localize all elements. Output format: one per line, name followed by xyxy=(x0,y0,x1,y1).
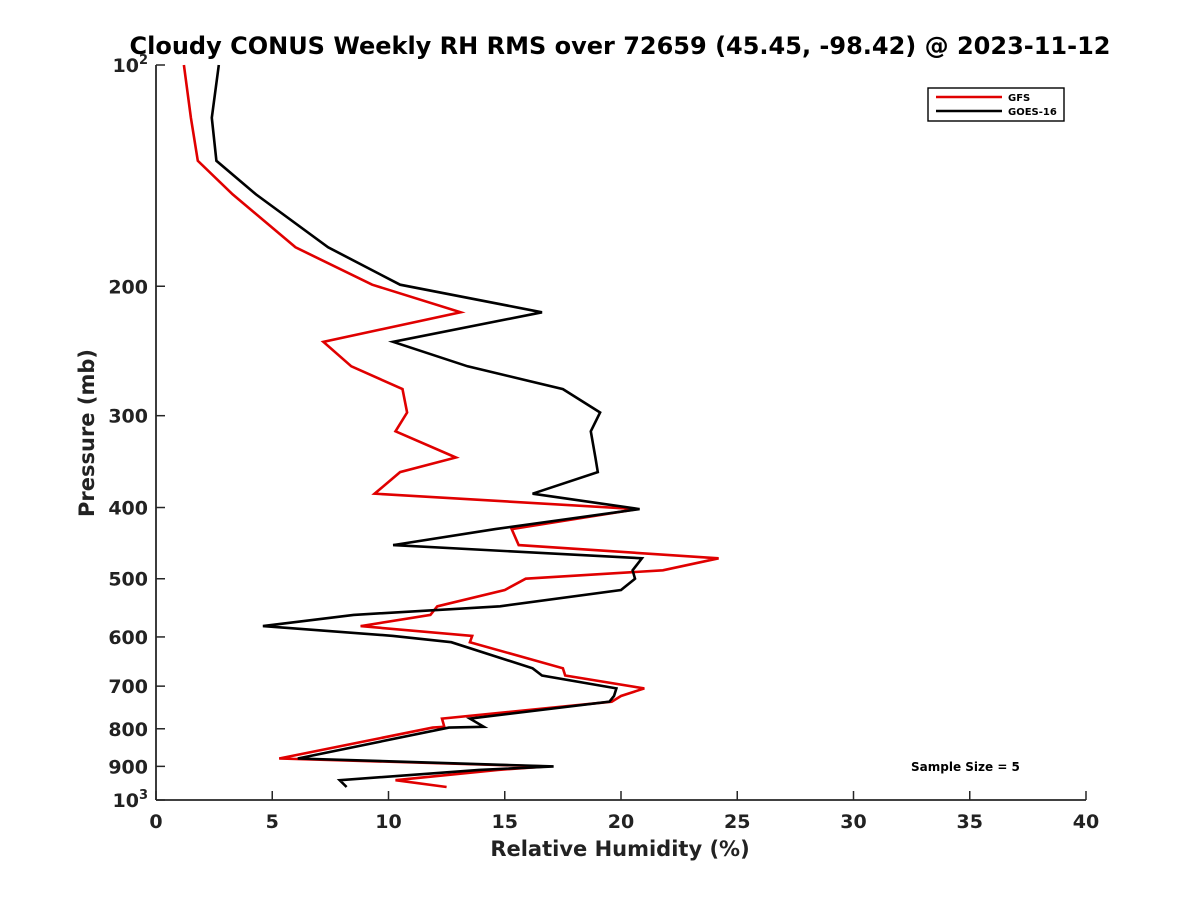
x-tick-label-0: 0 xyxy=(149,811,162,833)
y-tick-label-400: 400 xyxy=(108,498,148,520)
x-axis-label: Relative Humidity (%) xyxy=(490,837,749,861)
x-tick-label-25: 25 xyxy=(724,811,750,833)
legend-box xyxy=(927,87,1065,122)
legend: GFS GOES-16 xyxy=(927,87,1065,122)
y-axis-label: Pressure (mb) xyxy=(75,349,99,517)
series-line-gfs xyxy=(182,64,719,789)
plot-area: 0 5 10 15 20 25 30 35 40 102 200 300 400 500 600 700 80… xyxy=(108,53,1099,833)
x-tick-label-35: 35 xyxy=(957,811,983,833)
y-tick-label-100: 102 xyxy=(113,53,149,77)
chart-title: Cloudy CONUS Weekly RH RMS over 72659 (4… xyxy=(130,32,1111,60)
series-lines xyxy=(182,64,719,789)
legend-label-gfs: GFS xyxy=(1008,93,1030,104)
y-ticks: 102 200 300 400 500 600 700 800 900 103 xyxy=(108,53,165,812)
legend-label-goes16: GOES-16 xyxy=(1008,107,1057,118)
y-tick-label-200: 200 xyxy=(108,276,148,298)
x-tick-label-40: 40 xyxy=(1073,811,1099,833)
y-tick-label-500: 500 xyxy=(108,569,148,591)
x-tick-label-10: 10 xyxy=(375,811,401,833)
y-tick-label-800: 800 xyxy=(108,719,148,741)
x-ticks: 0 5 10 15 20 25 30 35 40 xyxy=(149,791,1099,833)
y-tick-label-1000: 103 xyxy=(113,788,149,812)
y-tick-label-900: 900 xyxy=(108,756,148,778)
y-tick-label-600: 600 xyxy=(108,627,148,649)
y-tick-label-700: 700 xyxy=(108,676,148,698)
series-line-goes16 xyxy=(210,64,645,788)
x-tick-label-15: 15 xyxy=(492,811,518,833)
x-tick-label-20: 20 xyxy=(608,811,634,833)
sample-size-annotation: Sample Size = 5 xyxy=(911,760,1020,774)
x-tick-label-5: 5 xyxy=(266,811,279,833)
y-tick-label-300: 300 xyxy=(108,406,148,428)
x-tick-label-30: 30 xyxy=(840,811,866,833)
